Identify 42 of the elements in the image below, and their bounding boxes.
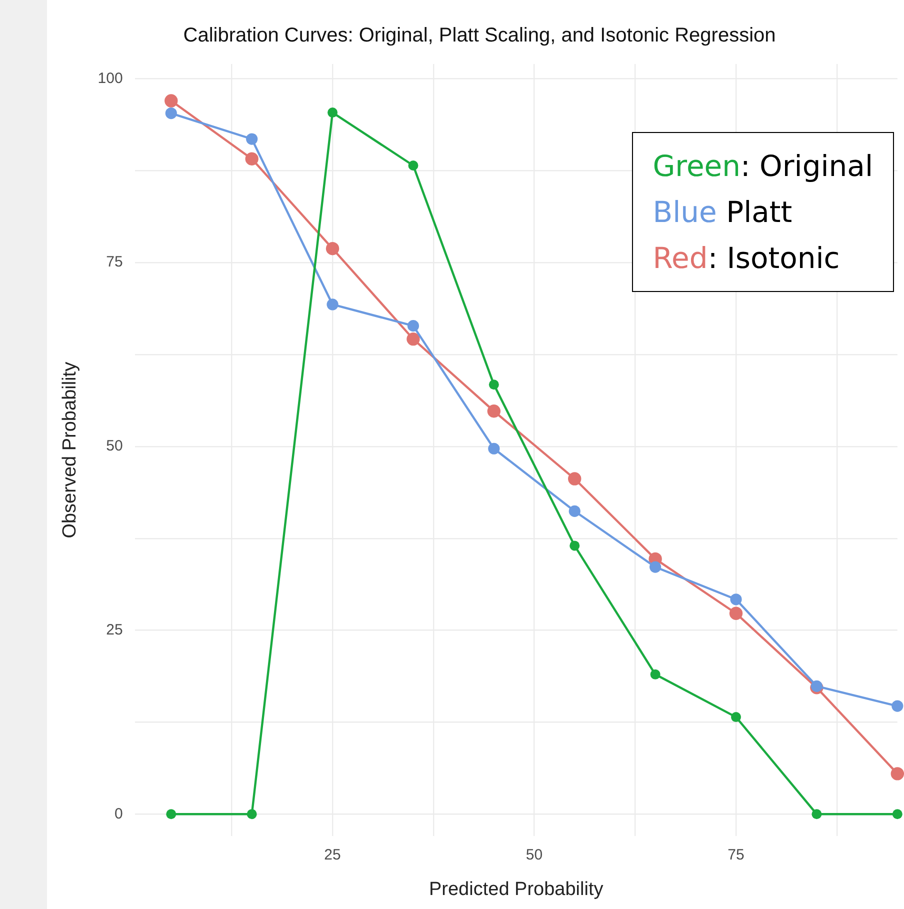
x-tick-label: 75 <box>728 846 744 864</box>
point <box>892 700 904 712</box>
point <box>650 669 660 680</box>
point <box>570 540 580 551</box>
point <box>488 380 499 390</box>
y-tick-label: 75 <box>106 254 123 271</box>
x-axis-title: Predicted Probability <box>428 878 604 900</box>
point <box>164 94 178 108</box>
x-tick-label: 25 <box>324 846 341 864</box>
text: Green: Original <box>652 148 873 185</box>
y-tick-label: 50 <box>106 438 123 455</box>
point <box>166 809 176 820</box>
point <box>165 107 177 120</box>
y-tick-label: 100 <box>98 70 123 87</box>
point <box>731 712 742 722</box>
point <box>326 298 338 310</box>
point <box>730 594 742 606</box>
point <box>650 561 662 573</box>
point <box>487 404 501 418</box>
point <box>568 505 580 517</box>
point <box>328 108 338 118</box>
text: Blue Platt <box>652 194 794 231</box>
point <box>407 320 420 332</box>
point <box>810 680 823 692</box>
point <box>568 472 582 486</box>
point <box>406 332 420 346</box>
text: Red: Isotonic <box>652 240 841 277</box>
y-tick-label: 25 <box>106 621 123 638</box>
y-tick-label: 0 <box>114 805 123 822</box>
x-tick-label: 50 <box>526 846 543 864</box>
point <box>326 242 340 256</box>
point <box>890 767 904 780</box>
point <box>892 809 902 820</box>
chart-title: Calibration Curves: Original, Platt Scaling, and Isotonic Regression <box>183 24 776 47</box>
point <box>729 606 743 620</box>
y-axis-title: Observed Probability <box>60 361 81 538</box>
point <box>812 809 822 820</box>
point <box>408 160 418 170</box>
point <box>488 442 500 454</box>
point <box>246 809 257 820</box>
point <box>245 152 258 166</box>
point <box>246 133 258 145</box>
